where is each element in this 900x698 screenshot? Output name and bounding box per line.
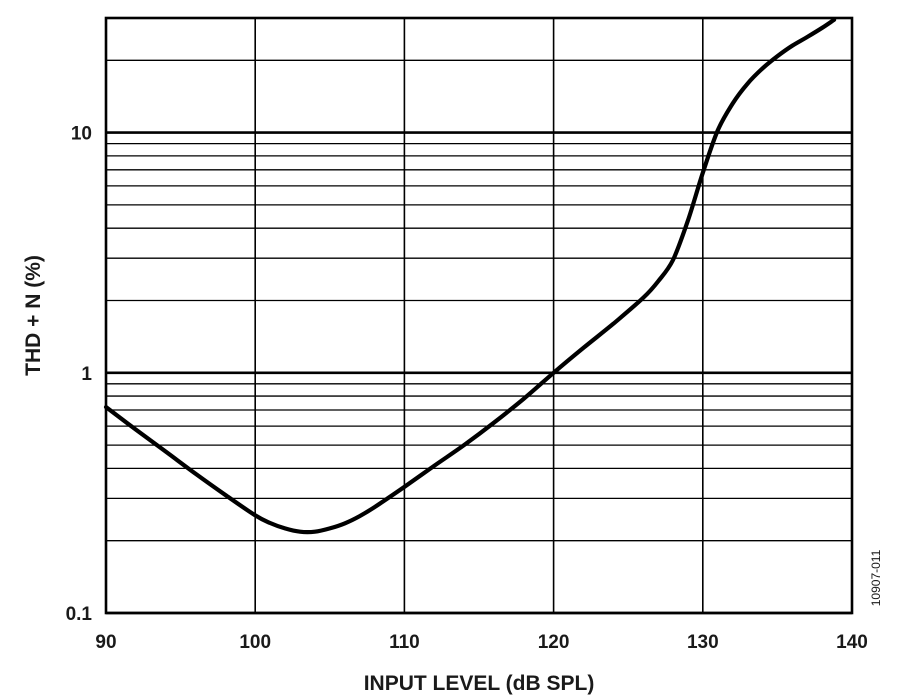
grid: [105, 17, 853, 615]
x-axis-title: INPUT LEVEL (dB SPL): [364, 672, 595, 695]
x-tick-label: 100: [239, 632, 271, 653]
x-tick-label: 90: [95, 632, 116, 653]
y-axis-title: THD + N (%): [22, 255, 45, 376]
y-tick-labels: 0.1 1 10: [66, 124, 93, 625]
y-tick-label: 10: [71, 124, 92, 145]
x-tick-label: 110: [389, 632, 420, 653]
y-tick-label: 0.1: [66, 604, 93, 625]
x-tick-label: 140: [836, 632, 868, 653]
x-tick-label: 120: [538, 632, 570, 653]
plot-frame: [104, 16, 854, 615]
y-tick-label: 1: [81, 364, 92, 385]
figure-id: 10907-011: [869, 549, 883, 606]
series-line: [103, 17, 837, 535]
x-tick-labels: 90 100 110 120 130 140: [95, 632, 867, 653]
x-tick-label: 130: [687, 632, 719, 653]
